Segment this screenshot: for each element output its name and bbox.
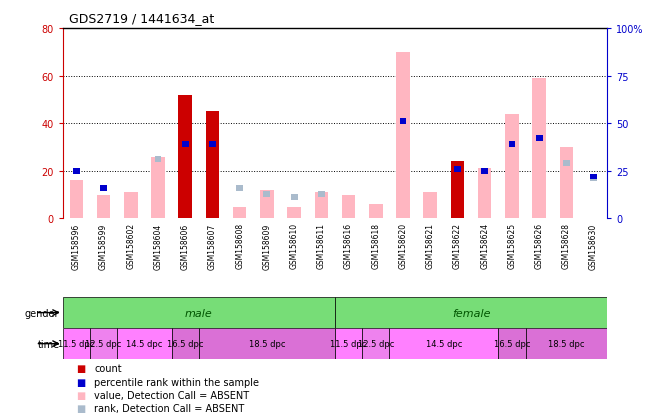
Text: 18.5 dpc: 18.5 dpc (548, 339, 585, 348)
Text: GSM158609: GSM158609 (263, 223, 271, 269)
Text: GSM158599: GSM158599 (99, 223, 108, 269)
Bar (209, 142, 216, 148)
Text: female: female (452, 308, 490, 318)
Text: GSM158607: GSM158607 (208, 223, 217, 269)
Bar (73, 169, 80, 174)
Bar (233, 207, 246, 219)
Bar (290, 195, 298, 201)
Text: male: male (185, 308, 213, 318)
Bar (63, 297, 335, 328)
Text: GDS2719 / 1441634_at: GDS2719 / 1441634_at (69, 12, 214, 25)
Text: GSM158620: GSM158620 (399, 223, 407, 269)
Bar (260, 190, 274, 219)
Bar (178, 95, 192, 219)
Bar (399, 119, 407, 125)
Bar (236, 185, 243, 192)
Bar (263, 191, 271, 197)
Bar (536, 136, 543, 142)
Text: count: count (94, 363, 122, 373)
Text: GSM158608: GSM158608 (235, 223, 244, 269)
Text: 18.5 dpc: 18.5 dpc (249, 339, 285, 348)
Bar (508, 142, 515, 148)
Bar (182, 142, 189, 148)
Bar (124, 193, 137, 219)
Text: GSM158616: GSM158616 (344, 223, 353, 269)
Text: rank, Detection Call = ABSENT: rank, Detection Call = ABSENT (94, 403, 245, 413)
Bar (90, 328, 117, 359)
Bar (563, 161, 570, 167)
Bar (590, 176, 597, 182)
Text: gender: gender (25, 308, 59, 318)
Text: 16.5 dpc: 16.5 dpc (167, 339, 203, 348)
Bar (478, 169, 492, 219)
Bar (533, 79, 546, 219)
Text: time: time (37, 339, 59, 349)
Text: 11.5 dpc: 11.5 dpc (58, 339, 94, 348)
Text: 12.5 dpc: 12.5 dpc (358, 339, 394, 348)
Text: 11.5 dpc: 11.5 dpc (331, 339, 367, 348)
Text: GSM158611: GSM158611 (317, 223, 326, 269)
Bar (560, 147, 573, 219)
Bar (525, 328, 607, 359)
Bar (498, 328, 525, 359)
Text: GSM158610: GSM158610 (290, 223, 298, 269)
Text: 12.5 dpc: 12.5 dpc (85, 339, 121, 348)
Text: GSM158621: GSM158621 (426, 223, 435, 269)
Bar (424, 193, 437, 219)
Text: GSM158628: GSM158628 (562, 223, 571, 269)
Bar (178, 193, 192, 219)
Text: value, Detection Call = ABSENT: value, Detection Call = ABSENT (94, 390, 249, 400)
Bar (454, 166, 461, 173)
Bar (396, 52, 410, 219)
Bar (342, 195, 355, 219)
Bar (151, 157, 165, 219)
Text: GSM158606: GSM158606 (181, 223, 189, 269)
Text: GSM158596: GSM158596 (72, 223, 81, 269)
Bar (481, 169, 488, 174)
Bar (335, 297, 607, 328)
Bar (505, 114, 519, 219)
Bar (287, 207, 301, 219)
Bar (206, 112, 219, 219)
Bar (335, 328, 362, 359)
Bar (172, 328, 199, 359)
Bar (315, 193, 328, 219)
Text: GSM158622: GSM158622 (453, 223, 462, 269)
Text: GSM158602: GSM158602 (126, 223, 135, 269)
Text: 14.5 dpc: 14.5 dpc (426, 339, 462, 348)
Bar (97, 195, 110, 219)
Text: percentile rank within the sample: percentile rank within the sample (94, 377, 259, 387)
Text: 14.5 dpc: 14.5 dpc (126, 339, 162, 348)
Text: ■: ■ (76, 377, 85, 387)
Text: GSM158624: GSM158624 (480, 223, 489, 269)
Bar (69, 181, 83, 219)
Bar (389, 328, 498, 359)
Bar (154, 157, 162, 163)
Bar (63, 328, 90, 359)
Text: GSM158626: GSM158626 (535, 223, 544, 269)
Text: ■: ■ (76, 403, 85, 413)
Bar (362, 328, 389, 359)
Text: GSM158618: GSM158618 (372, 223, 380, 269)
Text: GSM158630: GSM158630 (589, 223, 598, 269)
Bar (369, 204, 383, 219)
Text: ■: ■ (76, 390, 85, 400)
Text: ■: ■ (76, 363, 85, 373)
Bar (590, 174, 597, 180)
Bar (318, 191, 325, 197)
Bar (100, 185, 107, 192)
Text: 16.5 dpc: 16.5 dpc (494, 339, 530, 348)
Bar (451, 162, 464, 219)
Bar (199, 328, 335, 359)
Text: GSM158625: GSM158625 (508, 223, 516, 269)
Bar (117, 328, 172, 359)
Text: GSM158604: GSM158604 (154, 223, 162, 269)
